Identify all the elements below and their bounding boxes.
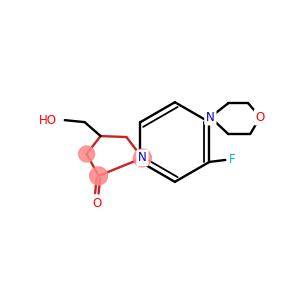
Circle shape bbox=[79, 146, 94, 162]
Text: HO: HO bbox=[39, 114, 57, 127]
Text: O: O bbox=[256, 111, 265, 124]
Text: N: N bbox=[138, 152, 147, 164]
Text: N: N bbox=[206, 111, 215, 124]
Circle shape bbox=[134, 149, 152, 167]
Circle shape bbox=[90, 167, 108, 185]
Text: O: O bbox=[92, 197, 101, 210]
Text: F: F bbox=[229, 154, 236, 166]
